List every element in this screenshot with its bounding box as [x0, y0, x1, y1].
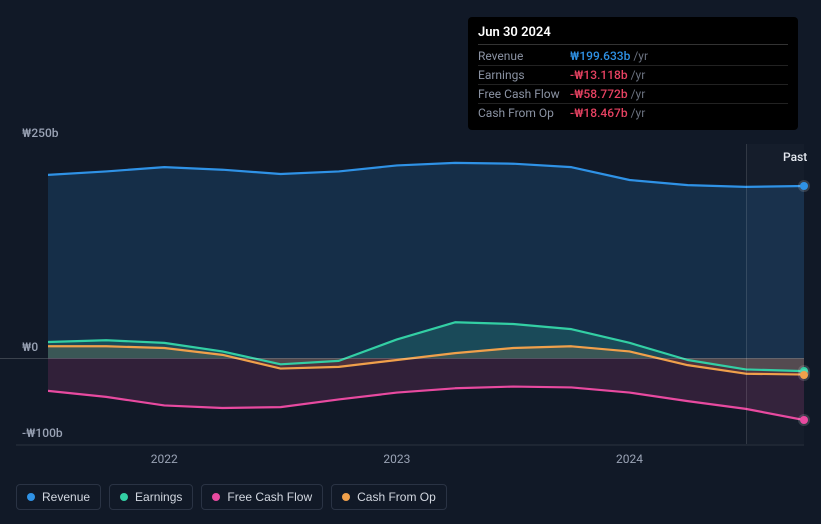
tooltip-value: ₩199.633b: [570, 49, 630, 63]
tooltip-row: Free Cash Flow-₩58.772b/yr: [478, 85, 788, 104]
tooltip-row: Earnings-₩13.118b/yr: [478, 66, 788, 85]
y-axis-label: ₩0: [22, 340, 38, 354]
financials-chart: [48, 144, 804, 444]
legend-item[interactable]: Cash From Op: [331, 484, 447, 510]
y-axis-label: ₩250b: [22, 126, 59, 140]
legend-dot: [27, 493, 35, 501]
series-end-marker: [800, 371, 808, 379]
tooltip-label: Free Cash Flow: [478, 87, 570, 101]
x-axis-line: [16, 444, 804, 446]
tooltip-unit: /yr: [631, 106, 646, 120]
x-axis-label: 2024: [616, 452, 643, 466]
legend-dot: [212, 493, 220, 501]
legend-label: Earnings: [135, 490, 182, 504]
highlight-line: [746, 144, 747, 444]
legend-item[interactable]: Revenue: [16, 484, 101, 510]
legend-label: Free Cash Flow: [227, 490, 312, 504]
tooltip-label: Revenue: [478, 49, 570, 63]
tooltip-date: Jun 30 2024: [478, 25, 788, 45]
x-axis-label: 2023: [383, 452, 410, 466]
tooltip-row: Cash From Op-₩18.467b/yr: [478, 104, 788, 122]
tooltip-row: Revenue₩199.633b/yr: [478, 47, 788, 66]
tooltip-label: Earnings: [478, 68, 570, 82]
tooltip-unit: /yr: [631, 87, 646, 101]
tooltip-value: -₩13.118b: [570, 68, 628, 82]
tooltip-label: Cash From Op: [478, 106, 570, 120]
series-end-marker: [800, 182, 808, 190]
legend-dot: [342, 493, 350, 501]
series-end-marker: [800, 416, 808, 424]
chart-tooltip: Jun 30 2024 Revenue₩199.633b/yrEarnings-…: [468, 17, 798, 130]
legend-label: Cash From Op: [357, 490, 436, 504]
past-label: Past: [783, 150, 807, 164]
legend-item[interactable]: Earnings: [109, 484, 193, 510]
legend-item[interactable]: Free Cash Flow: [201, 484, 323, 510]
tooltip-unit: /yr: [631, 68, 646, 82]
x-axis-label: 2022: [151, 452, 178, 466]
tooltip-value: -₩58.772b: [570, 87, 628, 101]
chart-legend: Revenue Earnings Free Cash Flow Cash From O…: [16, 484, 447, 510]
legend-label: Revenue: [42, 490, 90, 504]
tooltip-unit: /yr: [633, 49, 648, 63]
tooltip-value: -₩18.467b: [570, 106, 628, 120]
legend-dot: [120, 493, 128, 501]
zero-line: [0, 358, 804, 359]
